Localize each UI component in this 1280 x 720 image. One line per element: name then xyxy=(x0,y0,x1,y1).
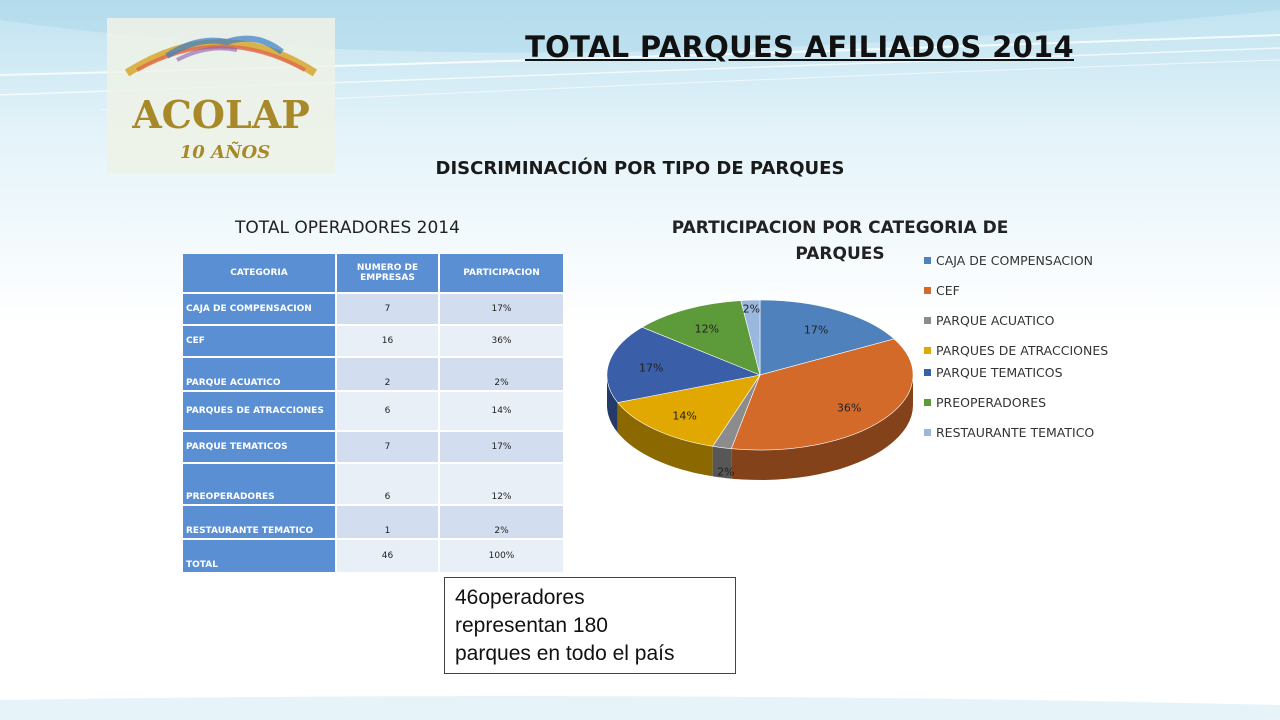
row-participacion: 2% xyxy=(439,505,564,539)
pie-chart: 17% 36% 2% 14% 17% 12% 2% xyxy=(606,299,914,480)
row-empresas: 7 xyxy=(336,431,439,463)
pie-data-label: 2% xyxy=(743,303,760,316)
legend-label: RESTAURANTE TEMATICO xyxy=(936,425,1095,440)
section-subtitle: DISCRIMINACIÓN POR TIPO DE PARQUES xyxy=(435,158,845,179)
legend-label: PARQUE ACUATICO xyxy=(936,313,1055,328)
svg-text:10 AÑOS: 10 AÑOS xyxy=(180,140,270,163)
legend-label: PARQUE TEMATICOS xyxy=(936,365,1063,380)
row-participacion: 17% xyxy=(439,293,564,325)
pie-data-label: 12% xyxy=(695,323,719,336)
acolap-logo: ACOLAP 10 AÑOS xyxy=(107,18,335,173)
row-categoria: RESTAURANTE TEMATICO xyxy=(182,505,336,539)
chart-title: PARTICIPACION POR CATEGORIA DE PARQUES xyxy=(671,218,1009,264)
legend-item: PARQUES DE ATRACCIONES xyxy=(922,340,1122,362)
note-line: parques en todo el país xyxy=(455,642,675,665)
legend-swatch xyxy=(924,399,931,406)
row-categoria: PARQUE ACUATICO xyxy=(182,357,336,391)
pie-slice xyxy=(740,299,761,376)
legend-label: PARQUES DE ATRACCIONES xyxy=(936,343,1109,358)
pie-data-label: 17% xyxy=(804,324,828,337)
row-participacion: 17% xyxy=(439,431,564,463)
table-row: PARQUES DE ATRACCIONES 6 14% xyxy=(182,391,564,431)
table-row: CAJA DE COMPENSACION 7 17% xyxy=(182,293,564,325)
legend-item: PARQUE TEMATICOS xyxy=(922,362,1122,384)
row-empresas: 7 xyxy=(336,293,439,325)
legend-label: CAJA DE COMPENSACION xyxy=(936,253,1094,268)
page-title: TOTAL PARQUES AFILIADOS 2014 xyxy=(525,30,1074,64)
legend-item: CAJA DE COMPENSACION xyxy=(922,250,1122,272)
legend-swatch xyxy=(924,429,931,436)
legend-label: CEF xyxy=(936,283,960,298)
pie-slice xyxy=(606,326,762,403)
pie-slice-side xyxy=(617,402,713,477)
header-participacion: PARTICIPACION xyxy=(439,253,564,293)
legend-swatch xyxy=(924,369,931,376)
legend-item: PREOPERADORES xyxy=(922,392,1122,414)
row-participacion: 100% xyxy=(439,539,564,573)
header-categoria: CATEGORIA xyxy=(182,253,336,293)
legend-label: PREOPERADORES xyxy=(936,395,1047,410)
row-categoria: CEF xyxy=(182,325,336,357)
legend-item: CEF xyxy=(922,280,1122,302)
row-empresas: 1 xyxy=(336,505,439,539)
note-line: representan 180 xyxy=(455,614,608,637)
table-row: TOTAL 46 100% xyxy=(182,539,564,573)
row-categoria: TOTAL xyxy=(182,539,336,573)
legend-swatch xyxy=(924,287,931,294)
pie-data-label: 17% xyxy=(639,362,663,375)
note-line: 46operadores xyxy=(455,586,585,609)
svg-text:ACOLAP: ACOLAP xyxy=(131,92,310,137)
pie-data-label: 36% xyxy=(837,402,861,415)
row-empresas: 16 xyxy=(336,325,439,357)
row-empresas: 46 xyxy=(336,539,439,573)
row-empresas: 6 xyxy=(336,391,439,431)
table-row: RESTAURANTE TEMATICO 1 2% xyxy=(182,505,564,539)
operators-table: CATEGORIA NUMERO DE EMPRESAS PARTICIPACI… xyxy=(182,253,564,573)
header-empresas: NUMERO DE EMPRESAS xyxy=(336,253,439,293)
row-participacion: 36% xyxy=(439,325,564,357)
chart-legend: CAJA DE COMPENSACION CEF PARQUE ACUATICO PA… xyxy=(922,250,1122,444)
row-empresas: 6 xyxy=(336,463,439,505)
row-categoria: PARQUE TEMATICOS xyxy=(182,431,336,463)
legend-swatch xyxy=(924,257,931,264)
table-row: PARQUE TEMATICOS 7 17% xyxy=(182,431,564,463)
legend-swatch xyxy=(924,317,931,324)
legend-item: RESTAURANTE TEMATICO xyxy=(922,422,1122,444)
table-row: CEF 16 36% xyxy=(182,325,564,357)
pie-slice xyxy=(641,300,761,376)
pie-data-label: 14% xyxy=(672,409,696,422)
summary-note: 46operadores representan 180 parques en … xyxy=(444,577,736,674)
pie-slice xyxy=(759,299,895,376)
row-categoria: PARQUES DE ATRACCIONES xyxy=(182,391,336,431)
row-participacion: 12% xyxy=(439,463,564,505)
legend-swatch xyxy=(924,347,931,354)
pie-slice xyxy=(730,338,914,451)
row-categoria: PREOPERADORES xyxy=(182,463,336,505)
row-participacion: 14% xyxy=(439,391,564,431)
operators-label: TOTAL OPERADORES 2014 xyxy=(235,218,460,238)
pie-slice xyxy=(617,374,761,447)
legend-item: PARQUE ACUATICO xyxy=(922,310,1122,332)
table-row: PARQUE ACUATICO 2 2% xyxy=(182,357,564,391)
row-categoria: CAJA DE COMPENSACION xyxy=(182,293,336,325)
pie-data-label: 2% xyxy=(717,465,734,478)
table-row: PREOPERADORES 6 12% xyxy=(182,463,564,505)
pie-slice-side xyxy=(731,375,913,480)
row-empresas: 2 xyxy=(336,357,439,391)
pie-slice-side xyxy=(712,446,732,479)
table-header-row: CATEGORIA NUMERO DE EMPRESAS PARTICIPACI… xyxy=(182,253,564,293)
row-participacion: 2% xyxy=(439,357,564,391)
